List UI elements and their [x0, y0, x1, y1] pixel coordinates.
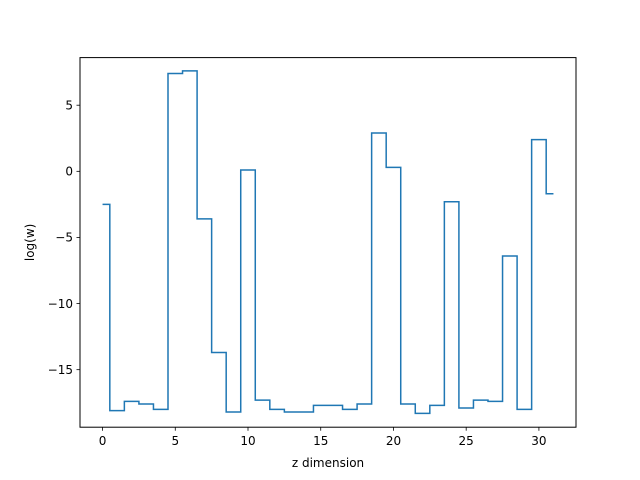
x-axis-ticks: 0 5 10 15 20 25 30	[99, 427, 547, 448]
x-tick-label: 10	[240, 434, 255, 448]
x-tick-label: 15	[313, 434, 328, 448]
series-line-0	[102, 70, 554, 415]
y-axis-ticks: −15 −10 −5 0 5	[48, 99, 80, 377]
x-tick-label: 25	[459, 434, 474, 448]
x-tick-label: 30	[531, 434, 546, 448]
y-tick-label: −15	[48, 363, 73, 377]
series-layer	[102, 70, 554, 415]
x-axis-label: z dimension	[292, 456, 364, 470]
x-tick-label: 5	[171, 434, 179, 448]
x-tick-label: 0	[99, 434, 107, 448]
plot-frame	[79, 57, 577, 428]
y-tick-label: 0	[65, 165, 73, 179]
y-tick-label: 5	[65, 99, 73, 113]
x-tick-label: 20	[386, 434, 401, 448]
y-axis-label: log(w)	[23, 224, 37, 261]
y-tick-label: −10	[48, 297, 73, 311]
y-tick-label: −5	[55, 231, 73, 245]
